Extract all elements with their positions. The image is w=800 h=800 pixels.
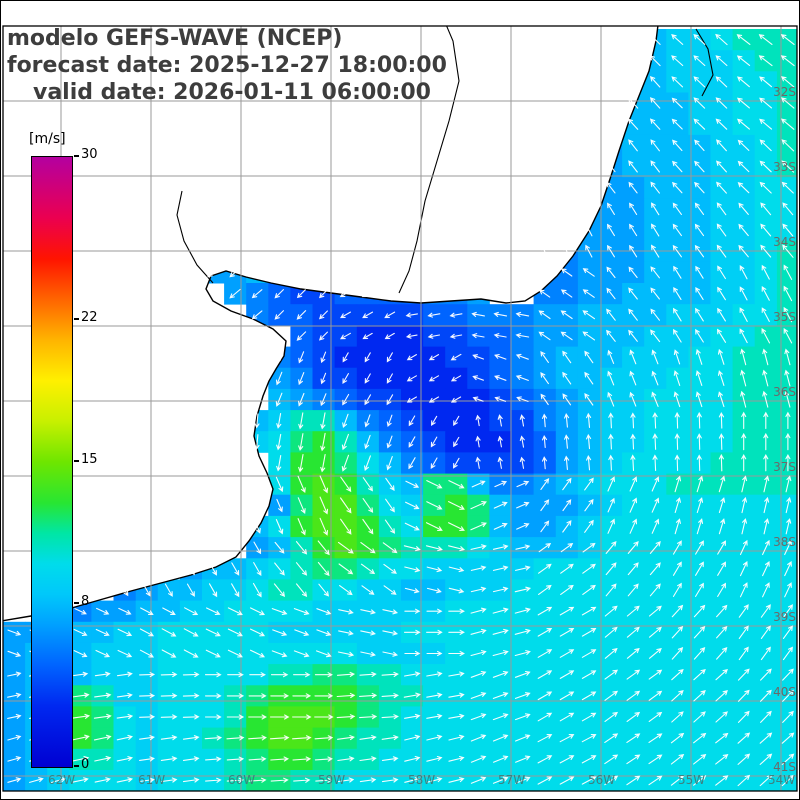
title-block: modelo GEFS-WAVE (NCEP) forecast date: 2… [7,25,447,106]
river-border-line [695,28,714,97]
river-border-line [176,190,214,284]
colorbar-tick-mark [74,155,79,157]
colorbar-tick-mark [74,765,79,767]
valid-date: valid date: 2026-01-11 06:00:00 [33,80,431,105]
model-title: modelo GEFS-WAVE (NCEP) [7,26,343,51]
colorbar-tick-mark [74,460,79,462]
colorbar-tick-mark [74,317,79,320]
colorbar-gradient [31,156,73,768]
colorbar-tick-mark [74,602,79,605]
colorbar-tick-label: 8 [81,594,90,610]
colorbar-tick-label: 22 [81,309,98,325]
colorbar-tick-label: 0 [81,757,90,772]
colorbar-tick-label: 15 [81,452,98,467]
map-frame [2,25,798,792]
colorbar: [m/s] 30 22 15 8 0 [29,131,109,799]
forecast-date: forecast date: 2025-12-27 18:00:00 [7,53,447,78]
colorbar-tick-label: 30 [81,147,98,162]
direction-arrows-layer [7,33,795,787]
land-coastline [3,26,659,622]
colorbar-unit-label: [m/s] [29,131,66,147]
river-border-line [398,26,460,294]
